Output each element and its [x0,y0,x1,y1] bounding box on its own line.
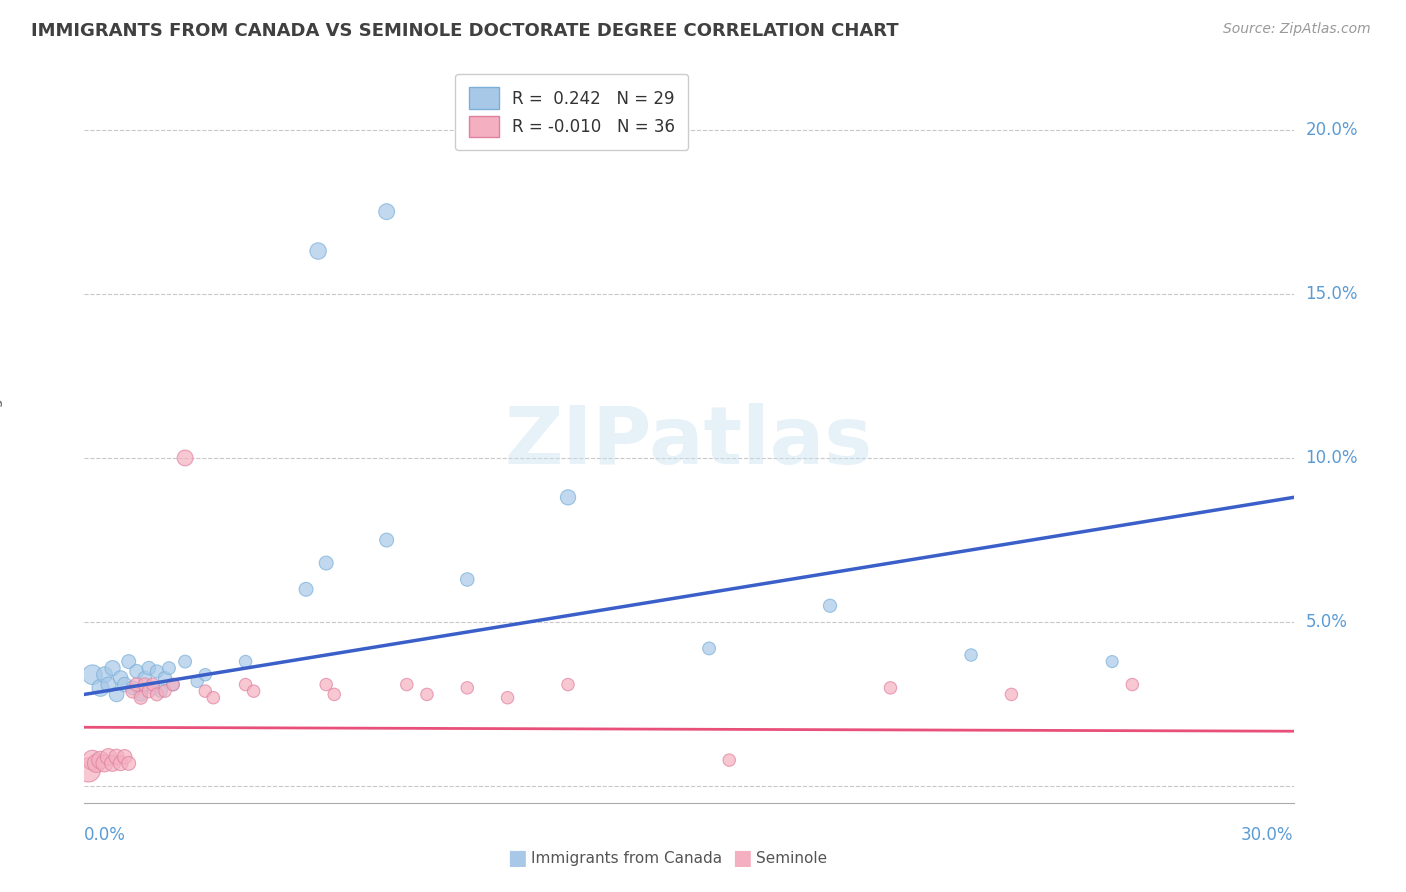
Point [77,763,100,777]
Point [105,749,128,764]
Point [142,677,165,691]
Point [1101,655,1123,669]
Point [114,749,136,764]
Point [202,690,225,705]
Text: 10.0%: 10.0% [1306,449,1358,467]
Point [174,655,197,669]
Point [110,671,132,685]
Point [93,667,115,681]
Text: Doctorate Degree: Doctorate Degree [0,373,3,510]
Point [416,687,439,701]
Point [118,756,141,771]
Point [101,756,124,771]
Text: IMMIGRANTS FROM CANADA VS SEMINOLE DOCTORATE DEGREE CORRELATION CHART: IMMIGRANTS FROM CANADA VS SEMINOLE DOCTO… [31,22,898,40]
Point [375,204,398,219]
Point [395,677,418,691]
Point [242,684,264,698]
Point [105,687,128,701]
Point [818,599,841,613]
Point [315,556,337,570]
Point [697,641,720,656]
Point [146,687,169,701]
Point [375,533,398,547]
Point [153,684,176,698]
Point [129,687,152,701]
Point [138,661,160,675]
Point [146,665,169,679]
Point [235,677,257,691]
Point [138,684,160,698]
Text: 5.0%: 5.0% [1306,613,1347,632]
Point [93,756,115,771]
Point [162,677,184,691]
Point [194,667,217,681]
Point [153,671,176,685]
Point [89,681,111,695]
Text: ■: ■ [508,848,527,868]
Point [174,450,197,465]
Point [125,665,148,679]
Legend: R =  0.242   N = 29, R = -0.010   N = 36: R = 0.242 N = 29, R = -0.010 N = 36 [456,74,689,151]
Point [142,681,165,695]
Text: 0.0%: 0.0% [84,826,127,844]
Point [110,756,132,771]
Point [86,756,108,771]
Point [101,661,124,675]
Point [162,677,184,691]
Point [114,677,136,691]
Point [134,671,156,685]
Text: Seminole: Seminole [756,851,828,865]
Point [97,677,120,691]
Point [557,677,579,691]
Point [718,753,741,767]
Point [879,681,901,695]
Point [1000,687,1022,701]
Point [121,684,143,698]
Point [557,491,579,505]
Point [186,674,208,689]
Text: Immigrants from Canada: Immigrants from Canada [531,851,723,865]
Text: 15.0%: 15.0% [1306,285,1358,302]
Point [1121,677,1143,691]
Point [134,677,156,691]
Point [960,648,983,662]
Point [149,684,172,698]
Point [456,681,478,695]
Point [194,684,217,698]
Point [82,667,104,681]
Text: 20.0%: 20.0% [1306,120,1358,138]
Text: ■: ■ [733,848,752,868]
Point [82,753,104,767]
Point [323,687,346,701]
Text: 30.0%: 30.0% [1241,826,1294,844]
Point [295,582,318,597]
Point [121,681,143,695]
Point [97,749,120,764]
Point [496,690,519,705]
Point [157,661,180,675]
Point [129,690,152,705]
Text: Source: ZipAtlas.com: Source: ZipAtlas.com [1223,22,1371,37]
Text: ZIPatlas: ZIPatlas [505,402,873,481]
Point [456,573,478,587]
Point [89,753,111,767]
Point [125,677,148,691]
Point [118,655,141,669]
Point [307,244,329,258]
Point [235,655,257,669]
Point [315,677,337,691]
